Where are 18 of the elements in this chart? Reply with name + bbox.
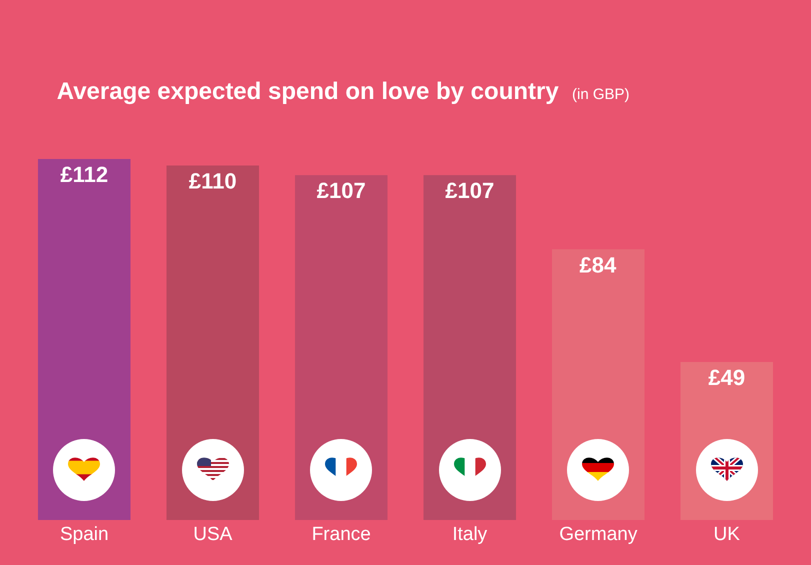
data-label: £107: [445, 178, 494, 204]
x-tick-label: Germany: [559, 524, 638, 545]
x-tick-label: France: [312, 524, 371, 545]
x-tick-label: USA: [193, 524, 233, 545]
x-tick-label: UK: [714, 524, 740, 545]
x-tick-label: Italy: [452, 524, 488, 545]
bar: [294, 175, 388, 520]
data-label: £110: [188, 168, 237, 194]
x-tick-label: Spain: [60, 524, 109, 545]
data-label: £112: [60, 162, 108, 187]
chart-title: Average expected spend on love by country: [56, 78, 560, 105]
data-label: £84: [580, 252, 617, 278]
data-label: £107: [316, 178, 366, 204]
bar: [38, 159, 131, 520]
bar: [166, 165, 260, 520]
data-label: £49: [708, 365, 746, 390]
bar: [423, 175, 516, 520]
chart-subtitle: (in GBP): [572, 86, 630, 103]
